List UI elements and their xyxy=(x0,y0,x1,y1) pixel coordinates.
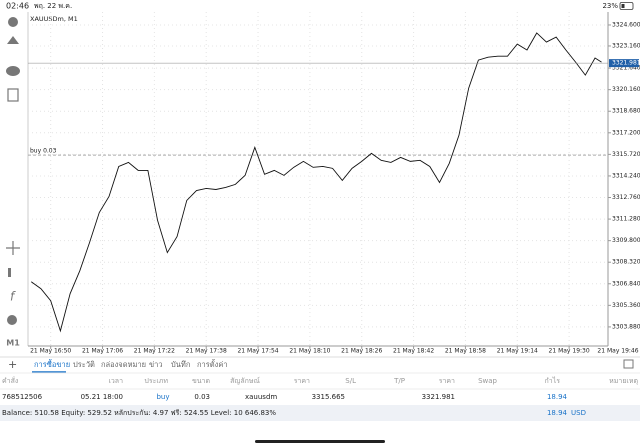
cell: 05.21 18:00 xyxy=(81,393,123,401)
status-date: พฤ. 22 พ.ค. xyxy=(34,2,72,10)
x-tick-label: 21 May 17:54 xyxy=(237,348,278,355)
price-line xyxy=(30,32,602,333)
y-tick-label: 3314.240 xyxy=(612,172,640,179)
y-tick-label: 3306.840 xyxy=(612,280,640,287)
x-tick-label: 21 May 18:42 xyxy=(393,348,434,355)
chat-icon[interactable] xyxy=(6,66,20,76)
col-header: Swap xyxy=(478,377,497,385)
candles-icon[interactable] xyxy=(8,268,11,277)
y-tick-label: 3317.200 xyxy=(612,129,640,136)
currency: USD xyxy=(571,409,586,417)
layout-icon[interactable] xyxy=(623,359,634,369)
tab[interactable]: ประวัติ xyxy=(73,360,95,369)
x-tick-label: 21 May 17:06 xyxy=(82,348,123,355)
x-tick-label: 21 May 19:46 xyxy=(597,348,638,355)
x-tick-label: 21 May 17:22 xyxy=(134,348,175,355)
y-tick-label: 3324.600 xyxy=(612,21,640,28)
tab[interactable]: การซื้อขาย xyxy=(34,359,70,369)
total-profit: 18.94 xyxy=(547,409,568,417)
x-tick-label: 21 May 19:30 xyxy=(549,348,590,355)
account-icon[interactable] xyxy=(8,17,18,27)
col-header: สัญลักษณ์ xyxy=(230,377,260,385)
current-price-box xyxy=(609,59,639,68)
col-header: เวลา xyxy=(108,377,123,385)
y-tick-label: 3305.360 xyxy=(612,302,640,309)
status-battery: 23% xyxy=(602,2,618,10)
toolbar: f xyxy=(6,17,20,325)
x-tick-label: 21 May 18:58 xyxy=(445,348,486,355)
col-header: กำไร xyxy=(545,376,561,385)
col-header: ขนาด xyxy=(192,377,210,385)
cell: 0.03 xyxy=(194,393,210,401)
col-header: ราคา xyxy=(439,377,455,385)
y-tick-label: 3303.880 xyxy=(612,323,640,330)
objects-icon[interactable] xyxy=(7,315,17,325)
y-tick-label: 3312.760 xyxy=(612,194,640,201)
col-header: หมายเหตุ xyxy=(609,377,638,385)
col-header: ราคา xyxy=(294,377,310,385)
summary-bar xyxy=(0,405,640,421)
timeframe[interactable]: M1 xyxy=(6,339,20,348)
trade-icon[interactable] xyxy=(7,36,19,44)
y-tick-label: 3311.280 xyxy=(612,216,640,223)
col-header: ประเภท xyxy=(144,377,168,385)
current-price-label: 3321.981 xyxy=(612,60,640,67)
battery-level xyxy=(621,4,625,8)
new-icon[interactable] xyxy=(7,88,19,102)
y-tick-label: 3318.680 xyxy=(612,108,640,115)
tab[interactable]: กล่องจดหมาย xyxy=(101,360,146,369)
y-tick-label: 3321.640 xyxy=(612,65,640,72)
order-label: buy 0.03 xyxy=(30,148,57,155)
cell: buy xyxy=(156,393,169,401)
y-tick-label: 3323.160 xyxy=(612,42,640,49)
cell: 768512506 xyxy=(2,393,43,401)
x-tick-label: 21 May 17:38 xyxy=(186,348,227,355)
x-tick-label: 21 May 16:50 xyxy=(30,348,71,355)
y-tick-label: 3315.720 xyxy=(612,151,640,158)
cell: 3321.981 xyxy=(422,393,455,401)
chart: 3324.600 3323.160 3321.640 3320.160 3318.680… xyxy=(28,12,640,355)
tab[interactable]: บันทึก xyxy=(171,360,190,369)
add-button[interactable]: + xyxy=(8,358,17,371)
cell: xauusdm xyxy=(245,393,277,401)
y-tick-label: 3309.800 xyxy=(612,237,640,244)
cell: 3315.665 xyxy=(312,393,345,401)
battery-icon xyxy=(619,2,634,10)
summary: Balance: 510.58 Equity: 529.52 หลักประกั… xyxy=(2,409,276,417)
tab[interactable]: การตั้งค่า xyxy=(197,359,228,369)
crosshair-icon[interactable] xyxy=(6,241,20,255)
col-header: S/L xyxy=(345,377,356,385)
x-tick-label: 21 May 18:10 xyxy=(289,348,330,355)
x-tick-label: 21 May 19:14 xyxy=(497,348,538,355)
indicator-icon[interactable]: f xyxy=(10,290,16,304)
col-header: คำสั่ง xyxy=(2,376,18,385)
home-indicator xyxy=(255,440,385,443)
status-time: 02:46 xyxy=(6,2,29,11)
symbol: XAUUSDm, M1 xyxy=(30,15,78,23)
tab[interactable]: ข่าว xyxy=(149,360,163,369)
x-tick-label: 21 May 18:26 xyxy=(341,348,382,355)
table-row[interactable]: 768512506 05.21 18:00 buy 0.03 xauusdm 3… xyxy=(2,393,568,401)
y-tick-label: 3308.320 xyxy=(612,259,640,266)
cell: 18.94 xyxy=(547,393,568,401)
col-header: T/P xyxy=(393,377,405,385)
y-tick-label: 3320.160 xyxy=(612,86,640,93)
